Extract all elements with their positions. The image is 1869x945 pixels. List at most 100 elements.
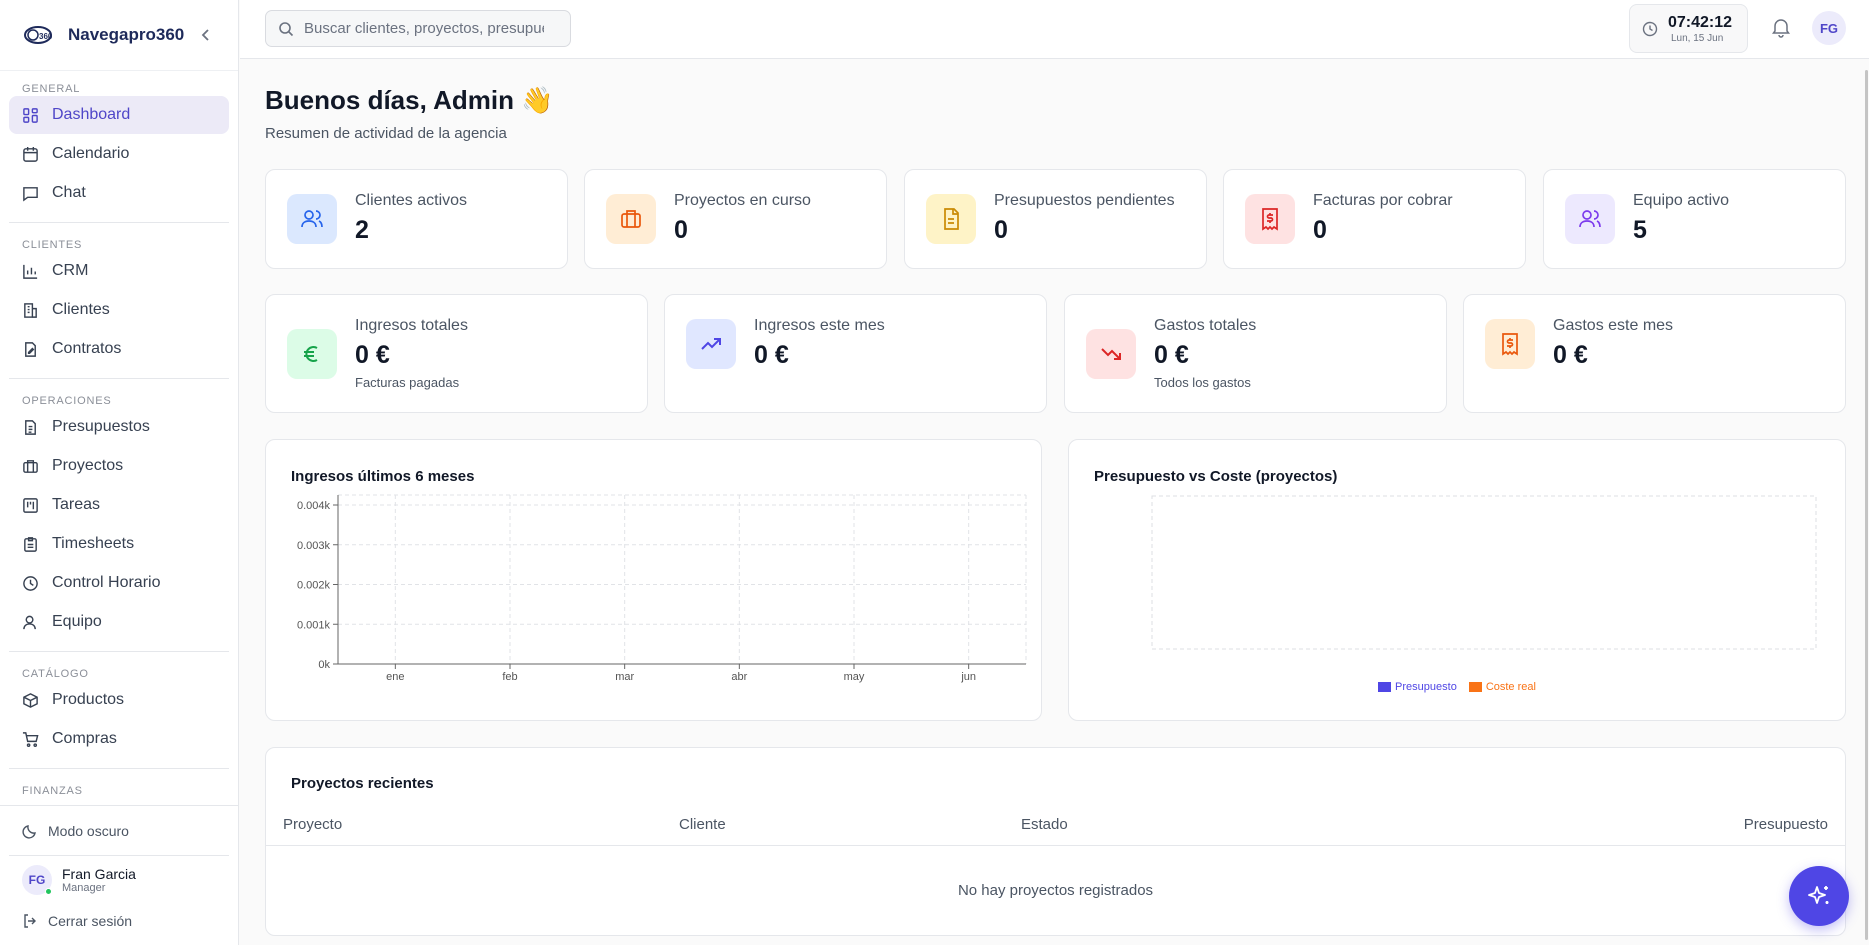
presupuesto-coste-bar-chart xyxy=(1151,495,1817,650)
stat-card-facturas-por-cobrar[interactable]: Facturas por cobrar 0 xyxy=(1223,169,1526,269)
bar-chart-icon xyxy=(23,264,38,279)
stat-value: 0 € xyxy=(1553,341,1588,369)
column-header-proyecto[interactable]: Proyecto xyxy=(283,816,343,833)
stat-icon-bg xyxy=(1565,194,1615,244)
user-name: Fran Garcia xyxy=(62,866,136,882)
legend-label: Coste real xyxy=(1485,681,1536,693)
stat-card-clientes-activos[interactable]: Clientes activos 2 xyxy=(265,169,568,269)
sidebar-item-crm[interactable]: CRM xyxy=(9,252,229,290)
contract-icon xyxy=(25,341,36,357)
sidebar-item-presupuestos[interactable]: Presupuestos xyxy=(9,408,229,446)
stat-icon-bg xyxy=(606,194,656,244)
divider xyxy=(9,768,229,769)
sidebar-item-tareas[interactable]: Tareas xyxy=(9,486,229,524)
stat-note: Todos los gastos xyxy=(1154,375,1251,390)
divider xyxy=(9,222,229,223)
search-box[interactable] xyxy=(265,10,571,47)
stat-card-equipo-activo[interactable]: Equipo activo 5 xyxy=(1543,169,1846,269)
stat-label: Ingresos totales xyxy=(355,317,468,334)
clock-widget: 07:42:12 Lun, 15 Jun xyxy=(1629,4,1748,53)
sidebar-item-label: Chat xyxy=(52,184,86,201)
y-tick-label: 0.004k xyxy=(297,500,331,512)
cart-icon xyxy=(22,731,39,747)
y-tick-label: 0.001k xyxy=(297,619,331,631)
briefcase-icon xyxy=(23,459,38,473)
logout-button[interactable]: Cerrar sesión xyxy=(9,904,229,938)
topbar: 07:42:12 Lun, 15 Jun FG xyxy=(240,0,1869,59)
stat-icon-bg xyxy=(1086,329,1136,379)
legend-swatch xyxy=(1378,682,1392,692)
clock-icon xyxy=(1642,21,1658,36)
legend-item-presupuesto[interactable]: Presupuesto xyxy=(1378,681,1457,693)
x-tick-label: may xyxy=(844,671,865,683)
avatar-initials: FG xyxy=(28,873,46,887)
stat-card-presupuestos-pendientes[interactable]: Presupuestos pendientes 0 xyxy=(904,169,1207,269)
chart-title: Ingresos últimos 6 meses xyxy=(291,468,475,485)
sidebar-item-clientes[interactable]: Clientes xyxy=(9,291,229,329)
avatar[interactable]: FG xyxy=(1812,11,1846,45)
dark-mode-toggle[interactable]: Modo oscuro xyxy=(9,806,229,856)
sidebar-item-label: Compras xyxy=(52,730,117,747)
chat-icon xyxy=(23,186,38,202)
legend-label: Presupuesto xyxy=(1395,681,1457,693)
document-icon xyxy=(944,208,959,230)
section-label-general: GENERAL xyxy=(22,83,81,95)
logout-label: Cerrar sesión xyxy=(48,913,133,929)
y-tick-label: 0.002k xyxy=(297,580,331,592)
y-tick-label: 0k xyxy=(318,659,330,671)
sidebar-item-equipo[interactable]: Equipo xyxy=(9,603,229,641)
x-tick-label: jun xyxy=(960,671,976,683)
stat-value: 5 xyxy=(1633,216,1647,244)
stat-card-gastos-totales[interactable]: Gastos totales 0 € Todos los gastos xyxy=(1064,294,1447,413)
stat-label: Gastos este mes xyxy=(1553,317,1674,334)
document-icon xyxy=(25,419,36,435)
legend-item-coste-real[interactable]: Coste real xyxy=(1468,681,1536,693)
x-tick-label: feb xyxy=(502,671,517,683)
clock-time: 07:42:12 xyxy=(1668,13,1733,31)
stat-card-proyectos-en-curso[interactable]: Proyectos en curso 0 xyxy=(584,169,887,269)
users-icon xyxy=(301,210,323,228)
sidebar-footer: Modo oscuro FG Fran Garcia Manager Cerra… xyxy=(0,805,238,945)
sidebar-item-label: Control Horario xyxy=(52,574,161,591)
stat-icon-bg xyxy=(287,329,337,379)
search-input[interactable] xyxy=(304,20,544,37)
sidebar-item-proyectos[interactable]: Proyectos xyxy=(9,447,229,485)
sidebar-item-chat[interactable]: Chat xyxy=(9,174,229,212)
stat-card-ingresos-este-mes[interactable]: Ingresos este mes 0 € xyxy=(664,294,1047,413)
sidebar-item-label: Presupuestos xyxy=(52,418,150,435)
sidebar-item-label: Clientes xyxy=(52,301,110,318)
ai-assistant-button[interactable] xyxy=(1789,866,1849,926)
chevron-left-icon[interactable] xyxy=(196,25,216,45)
stat-label: Facturas por cobrar xyxy=(1313,192,1453,209)
stat-value: 0 € xyxy=(355,341,390,369)
stat-icon-bg xyxy=(1485,319,1535,369)
chart-plot-area xyxy=(1151,495,1817,650)
logout-icon xyxy=(24,914,36,928)
sidebar-item-calendario[interactable]: Calendario xyxy=(9,135,229,173)
bell-icon[interactable] xyxy=(1770,16,1792,38)
column-header-presupuesto[interactable]: Presupuesto xyxy=(1743,816,1828,833)
section-label-clientes: CLIENTES xyxy=(22,239,83,251)
sidebar-nav: GENERAL Dashboard Calendario Chat CLIENT… xyxy=(0,70,238,805)
stat-card-gastos-este-mes[interactable]: Gastos este mes 0 € xyxy=(1463,294,1846,413)
sidebar-item-compras[interactable]: Compras xyxy=(9,720,229,758)
sidebar-item-contratos[interactable]: Contratos xyxy=(9,330,229,368)
sidebar-item-productos[interactable]: Productos xyxy=(9,681,229,719)
scrollbar[interactable] xyxy=(1865,70,1868,940)
sidebar-item-label: Dashboard xyxy=(52,106,131,123)
user-profile[interactable]: FG Fran Garcia Manager xyxy=(9,856,229,904)
dark-mode-label: Modo oscuro xyxy=(48,822,129,839)
stat-card-ingresos-totales[interactable]: Ingresos totales 0 € Facturas pagadas xyxy=(265,294,648,413)
x-tick-label: ene xyxy=(386,671,404,683)
stat-value: 2 xyxy=(355,216,369,244)
sidebar-item-dashboard[interactable]: Dashboard xyxy=(9,96,229,134)
empty-state-message: No hay proyectos registrados xyxy=(957,882,1154,899)
column-header-cliente[interactable]: Cliente xyxy=(679,816,726,833)
sidebar-item-control-horario[interactable]: Control Horario xyxy=(9,564,229,602)
sidebar-item-timesheets[interactable]: Timesheets xyxy=(9,525,229,563)
user-role: Manager xyxy=(62,882,106,894)
column-header-estado[interactable]: Estado xyxy=(1021,816,1068,833)
stat-value: 0 xyxy=(674,216,688,244)
sidebar-item-label: Tareas xyxy=(52,496,101,513)
package-icon xyxy=(23,692,38,708)
